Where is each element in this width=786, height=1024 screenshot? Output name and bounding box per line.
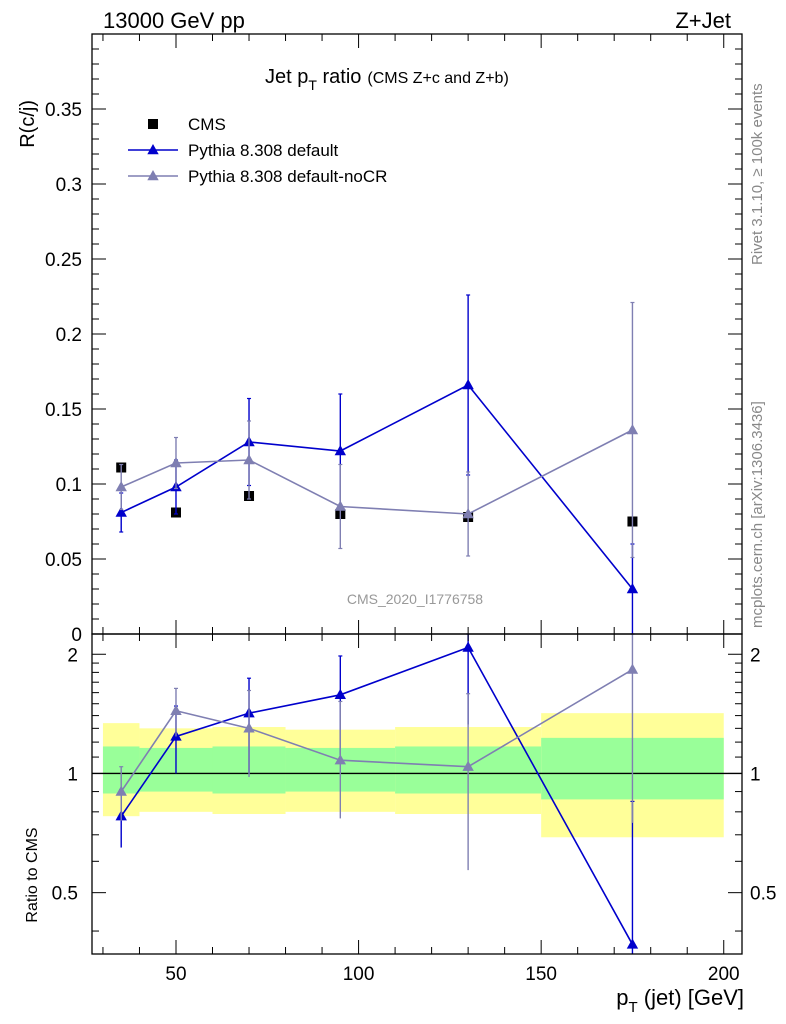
x-axis-label: pT (jet) [GeV] [616,985,744,1016]
ratio-panel-series [115,633,639,954]
point-pythia-8-308-default-nocr-4 [462,508,474,519]
top-ytick-label-1: 0.05 [45,550,82,571]
ratio-line-pythia-8-308-default-nocr [120,668,633,793]
bottom-ytick-label-right-2: 2 [750,645,761,666]
x-label-main: p [616,985,628,1010]
bottom-ytick-label-left-1: 1 [67,764,78,785]
x-tick-label-200: 200 [708,964,740,985]
y-axis-label-bottom: Ratio to CMS [24,827,41,922]
process-label: Z+Jet [675,8,731,33]
top-ytick-label-2: 0.1 [56,475,82,496]
legend: CMS Pythia 8.308 default Pythia 8.308 defa… [128,115,387,186]
rivet-label: Rivet 3.1.10, ≥ 100k events [749,83,766,265]
top-ytick-label-6: 0.3 [56,175,82,196]
x-label-subscript: T [628,999,637,1016]
legend-label-pythia-8-308-default-nocr: Pythia 8.308 default-noCR [188,167,387,186]
point-pythia-8-308-default-nocr-5 [626,424,639,435]
point-pythia-8-308-default-3 [334,445,347,456]
ratio-point-pythia-8-308-default-3 [334,688,347,699]
uncertainty-bands [102,713,724,838]
legend-label-pythia-8-308-default: Pythia 8.308 default [188,141,339,160]
legend-marker-pythia-8-308-default [147,144,159,155]
point-pythia-8-308-default-4 [462,379,474,390]
bottom-ytick-label-right-0: 0.5 [750,884,776,905]
ratio-point-pythia-8-308-default-nocr-4 [462,760,474,771]
top-panel-series [115,294,639,635]
top-ytick-label-5: 0.25 [45,250,82,271]
point-pythia-8-308-default-0 [115,506,127,517]
bottom-ytick-label-left-2: 2 [67,645,78,666]
energy-label: 13000 GeV pp [103,8,245,33]
y-axis-label-top: R(c/j) [17,100,39,148]
legend-marker-cms [148,119,158,129]
title-subscript: T [308,77,317,93]
top-ytick-label-7: 0.35 [45,100,82,121]
ratio-point-pythia-8-308-default-nocr-0 [115,785,127,796]
bottom-ytick-label-right-1: 1 [750,764,761,785]
legend-marker-pythia-8-308-default-nocr [147,170,159,181]
title-main: Jet p [265,66,308,88]
ratio-point-pythia-8-308-default-4 [462,641,474,652]
x-label-rest: (jet) [GeV] [638,985,744,1010]
ratio-point-pythia-8-308-default-nocr-2 [243,722,255,733]
ratio-line-pythia-8-308-default [120,646,634,945]
point-pythia-8-308-default-nocr-1 [170,457,182,468]
series-line-pythia-8-308-default [120,383,634,590]
legend-label-cms: CMS [188,115,226,134]
ratio-point-pythia-8-308-default-nocr-5 [626,663,639,674]
axes: 50 100 150 200 0 0.05 0.1 0.15 0.2 0.25 0.3 0.35 0.5… [45,33,776,985]
point-pythia-8-308-default-nocr-0 [115,481,127,492]
point-pythia-8-308-default-nocr-3 [334,500,347,511]
point-pythia-8-308-default-nocr-2 [243,454,255,465]
x-tick-label-100: 100 [343,964,375,985]
top-ytick-label-4: 0.2 [56,325,82,346]
bottom-ytick-label-left-0: 0.5 [52,884,78,905]
ratio-point-pythia-8-308-default-nocr-3 [334,754,347,765]
top-ytick-label-0: 0 [71,625,82,646]
top-ytick-label-3: 0.15 [45,400,82,421]
point-pythia-8-308-default-5 [626,583,639,594]
analysis-watermark: CMS_2020_I1776758 [347,591,483,607]
chart-title: Jet pT ratio (CMS Z+c and Z+b) [265,66,509,93]
mcplots-label: mcplots.cern.ch [arXiv:1306.3436] [749,401,766,628]
ratio-point-pythia-8-308-default-5 [626,938,639,949]
title-small: (CMS Z+c and Z+b) [367,70,508,87]
title-rest: ratio [317,66,361,88]
series-line-pythia-8-308-default-nocr [120,429,633,515]
ratio-point-pythia-8-308-default-nocr-1 [170,704,182,715]
x-tick-label-150: 150 [525,964,557,985]
bottom-panel-frame [91,633,743,955]
x-tick-label-50: 50 [165,964,186,985]
